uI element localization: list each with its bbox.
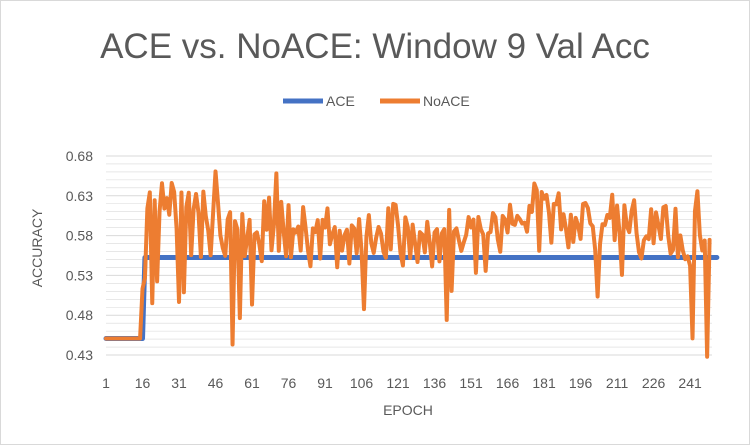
x-tick-label: 76: [281, 375, 297, 391]
x-tick-label: 46: [208, 375, 224, 391]
y-tick-label: 0.68: [66, 148, 93, 164]
x-axis-title: EPOCH: [383, 402, 433, 418]
x-tick-label: 16: [135, 375, 151, 391]
x-tick-label: 1: [102, 375, 110, 391]
series-layer: [103, 169, 720, 359]
legend-label-noace: NoACE: [423, 93, 470, 109]
y-tick-label: 0.48: [66, 307, 93, 323]
x-tick-label: 241: [678, 375, 702, 391]
series-line-noace: [104, 169, 712, 359]
y-tick-label: 0.63: [66, 188, 93, 204]
x-tick-label: 151: [459, 375, 483, 391]
x-tick-label: 136: [423, 375, 447, 391]
y-axis-ticks: 0.43 0.48 0.53 0.58 0.63 0.68: [66, 148, 93, 363]
x-tick-label: 121: [386, 375, 410, 391]
y-tick-label: 0.43: [66, 347, 93, 363]
y-tick-label: 0.58: [66, 228, 93, 244]
chart-title: ACE vs. NoACE: Window 9 Val Acc: [100, 27, 650, 66]
legend-label-ace: ACE: [326, 93, 355, 109]
legend: ACE NoACE: [283, 93, 470, 109]
x-tick-label: 31: [171, 375, 187, 391]
y-axis-title: ACCURACY: [29, 208, 45, 287]
x-tick-label: 61: [244, 375, 260, 391]
x-tick-label: 106: [350, 375, 374, 391]
series-line-ace: [103, 254, 720, 342]
x-tick-label: 196: [569, 375, 593, 391]
x-tick-label: 211: [606, 375, 629, 391]
x-tick-label: 226: [642, 375, 666, 391]
x-tick-label: 166: [496, 375, 520, 391]
y-tick-label: 0.53: [66, 267, 93, 283]
x-tick-label: 181: [532, 375, 556, 391]
x-axis-ticks: 1 16 31 46 61 76 91 106 121 136 151 166 181 196 211 226…: [102, 375, 702, 391]
x-tick-label: 91: [317, 375, 333, 391]
